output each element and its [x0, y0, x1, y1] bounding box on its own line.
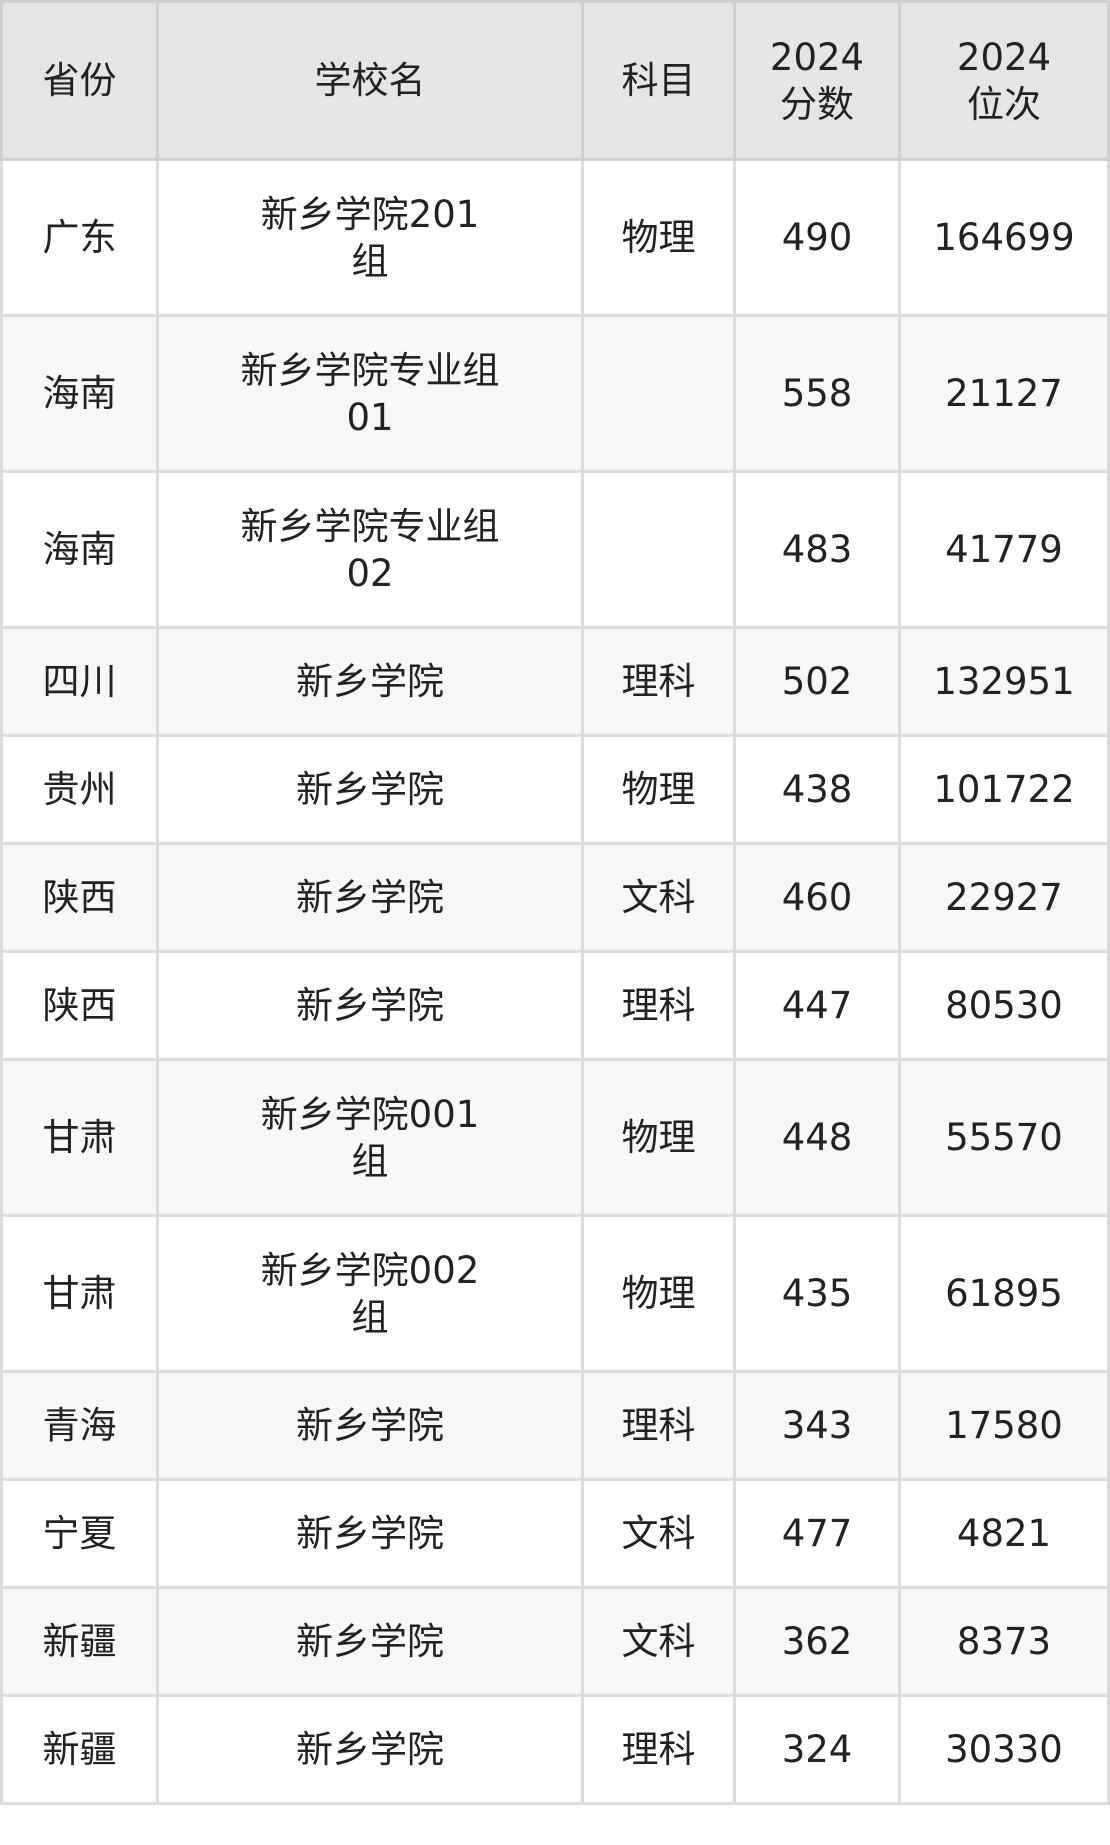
- cell-subject: 理科: [581, 1370, 736, 1481]
- cell-school: 新乡学院001 组: [156, 1058, 584, 1217]
- table-row: 宁夏 新乡学院 文科 477 4821: [0, 1478, 1110, 1589]
- cell-score: 460: [733, 842, 901, 953]
- cell-rank: 41779: [898, 470, 1110, 629]
- table-row: 新疆 新乡学院 理科 324 30330: [0, 1694, 1110, 1805]
- cell-score: 477: [733, 1478, 901, 1589]
- table-row: 陕西 新乡学院 理科 447 80530: [0, 950, 1110, 1061]
- cell-rank: 22927: [898, 842, 1110, 953]
- cell-rank: 30330: [898, 1694, 1110, 1805]
- cell-province: 广东: [0, 158, 159, 317]
- cell-province: 新疆: [0, 1694, 159, 1805]
- table-row: 四川 新乡学院 理科 502 132951: [0, 626, 1110, 737]
- cell-score: 483: [733, 470, 901, 629]
- cell-subject: 物理: [581, 158, 736, 317]
- cell-school: 新乡学院: [156, 1586, 584, 1697]
- cell-rank: 80530: [898, 950, 1110, 1061]
- cell-province: 陕西: [0, 842, 159, 953]
- cell-school: 新乡学院: [156, 734, 584, 845]
- cell-subject: 文科: [581, 1586, 736, 1697]
- cell-subject: 物理: [581, 1214, 736, 1373]
- cell-score: 447: [733, 950, 901, 1061]
- cell-score: 502: [733, 626, 901, 737]
- header-subject: 科目: [581, 0, 736, 161]
- cell-school: 新乡学院专业组 02: [156, 470, 584, 629]
- cell-school: 新乡学院: [156, 1370, 584, 1481]
- header-rank: 2024 位次: [898, 0, 1110, 161]
- cell-subject: 文科: [581, 842, 736, 953]
- cell-school: 新乡学院: [156, 626, 584, 737]
- cell-rank: 61895: [898, 1214, 1110, 1373]
- table-row: 陕西 新乡学院 文科 460 22927: [0, 842, 1110, 953]
- header-score: 2024 分数: [733, 0, 901, 161]
- cell-province: 海南: [0, 470, 159, 629]
- header-school: 学校名: [156, 0, 584, 161]
- cell-province: 甘肃: [0, 1058, 159, 1217]
- cell-province: 陕西: [0, 950, 159, 1061]
- cell-school: 新乡学院: [156, 842, 584, 953]
- cell-subject: [581, 314, 736, 473]
- table-row: 甘肃 新乡学院002 组物理 435 61895: [0, 1214, 1110, 1373]
- table-row: 广东 新乡学院201 组物理 490 164699: [0, 158, 1110, 317]
- cell-subject: 文科: [581, 1478, 736, 1589]
- cell-rank: 55570: [898, 1058, 1110, 1217]
- cell-subject: 物理: [581, 1058, 736, 1217]
- cell-subject: 理科: [581, 626, 736, 737]
- cell-rank: 132951: [898, 626, 1110, 737]
- cell-score: 438: [733, 734, 901, 845]
- admission-scores-table: 省份 学校名 科目 2024 分数 2024 位次 广东 新乡学院201 组物理 4…: [0, 0, 1110, 1805]
- cell-rank: 4821: [898, 1478, 1110, 1589]
- cell-province: 贵州: [0, 734, 159, 845]
- cell-score: 343: [733, 1370, 901, 1481]
- cell-rank: 164699: [898, 158, 1110, 317]
- cell-score: 490: [733, 158, 901, 317]
- cell-score: 558: [733, 314, 901, 473]
- cell-province: 新疆: [0, 1586, 159, 1697]
- cell-score: 362: [733, 1586, 901, 1697]
- cell-rank: 21127: [898, 314, 1110, 473]
- cell-rank: 101722: [898, 734, 1110, 845]
- cell-rank: 17580: [898, 1370, 1110, 1481]
- cell-school: 新乡学院专业组 01: [156, 314, 584, 473]
- cell-school: 新乡学院: [156, 1478, 584, 1589]
- cell-province: 甘肃: [0, 1214, 159, 1373]
- cell-province: 青海: [0, 1370, 159, 1481]
- header-province: 省份: [0, 0, 159, 161]
- table-row: 甘肃 新乡学院001 组物理 448 55570: [0, 1058, 1110, 1217]
- table-row: 海南 新乡学院专业组 02 483 41779: [0, 470, 1110, 629]
- table-row: 青海 新乡学院 理科 343 17580: [0, 1370, 1110, 1481]
- cell-school: 新乡学院: [156, 950, 584, 1061]
- table-row: 海南 新乡学院专业组 01 558 21127: [0, 314, 1110, 473]
- header-row: 省份 学校名 科目 2024 分数 2024 位次: [0, 0, 1110, 161]
- cell-score: 435: [733, 1214, 901, 1373]
- cell-province: 四川: [0, 626, 159, 737]
- cell-score: 448: [733, 1058, 901, 1217]
- cell-province: 宁夏: [0, 1478, 159, 1589]
- cell-rank: 8373: [898, 1586, 1110, 1697]
- cell-score: 324: [733, 1694, 901, 1805]
- cell-province: 海南: [0, 314, 159, 473]
- cell-school: 新乡学院002 组: [156, 1214, 584, 1373]
- cell-subject: 物理: [581, 734, 736, 845]
- cell-school: 新乡学院: [156, 1694, 584, 1805]
- table-row: 贵州 新乡学院 物理 438 101722: [0, 734, 1110, 845]
- cell-school: 新乡学院201 组: [156, 158, 584, 317]
- cell-subject: 理科: [581, 1694, 736, 1805]
- cell-subject: 理科: [581, 950, 736, 1061]
- cell-subject: [581, 470, 736, 629]
- table-row: 新疆 新乡学院 文科 362 8373: [0, 1586, 1110, 1697]
